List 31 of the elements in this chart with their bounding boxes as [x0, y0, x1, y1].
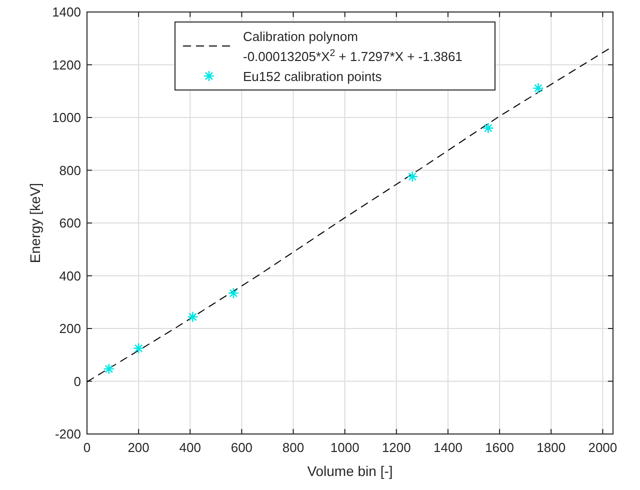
point [532, 82, 544, 94]
point [228, 288, 240, 299]
y-tick-label: 800 [59, 162, 81, 178]
y-tick-label: 1200 [52, 57, 81, 72]
y-tick-label: 200 [59, 321, 81, 336]
x-tick-label: 2000 [588, 440, 618, 455]
point [187, 311, 198, 323]
y-tick-label: 600 [59, 216, 81, 230]
x-tick-label: 1600 [485, 440, 514, 455]
legend-label: Eu152 calibration points [243, 69, 382, 84]
y-tick-label: 1400 [52, 4, 81, 20]
y-axis-title: Energy [keV] [27, 182, 43, 264]
point [103, 363, 115, 375]
point [132, 342, 144, 354]
legend-label: Calibration polynom -0.00013205*X$^{2}$ + 1.7297*X + -1.3861 [243, 29, 462, 64]
x-tick-label: 200 [128, 440, 150, 455]
y-tick-label: 0 [74, 374, 81, 389]
point [406, 170, 418, 182]
x-axis-title: Volume bin [-] [307, 463, 393, 479]
x-tick-label: 1400 [434, 440, 462, 455]
x-tick-label: 800 [282, 440, 304, 455]
x-tick-label: 600 [230, 440, 253, 455]
x-tick-label: 1200 [382, 440, 411, 455]
y-tick-label: 400 [59, 268, 81, 284]
x-tick-label: 1000 [330, 440, 360, 455]
y-tick-label: 1000 [52, 110, 81, 125]
point [482, 122, 494, 134]
x-tick-label: 0 [83, 440, 91, 455]
x-tick-label: 400 [179, 440, 201, 455]
x-tick-label: 1800 [536, 440, 566, 455]
y-tick-label: -200 [54, 426, 81, 442]
